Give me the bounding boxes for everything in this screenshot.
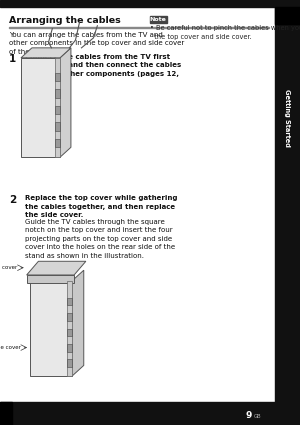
Bar (67, 313, 72, 321)
Text: 9: 9 (246, 411, 252, 420)
Bar (55, 106, 60, 114)
Bar (67, 281, 72, 376)
Bar (67, 329, 72, 336)
Polygon shape (60, 48, 71, 157)
Polygon shape (27, 261, 86, 275)
Bar (0, 402, 12, 425)
Bar (274, 7, 300, 24)
Bar (55, 139, 60, 147)
Text: Note: Note (150, 17, 166, 22)
Bar (0, 0, 300, 7)
Bar (55, 73, 60, 81)
Polygon shape (21, 48, 71, 58)
Text: 1: 1 (9, 54, 16, 64)
Text: Connect the cables from the TV first
(page 10), and then connect the cables
from: Connect the cables from the TV first (pa… (26, 54, 182, 85)
Bar (67, 298, 72, 305)
Text: Side cover: Side cover (0, 345, 21, 350)
Bar (55, 89, 60, 98)
Polygon shape (72, 270, 84, 376)
Bar (21, 58, 60, 157)
Text: Replace the top cover while gathering
the cables together, and then replace
the : Replace the top cover while gathering th… (26, 196, 178, 218)
Text: Getting Started: Getting Started (284, 89, 290, 147)
Text: Arranging the cables: Arranging the cables (9, 16, 121, 25)
Text: GB: GB (254, 414, 261, 419)
Bar (67, 360, 72, 367)
Bar (0, 402, 300, 425)
Bar (55, 122, 60, 131)
Bar (150, 16, 166, 23)
Bar (67, 344, 72, 352)
Text: Top cover: Top cover (0, 265, 17, 270)
Bar (27, 275, 74, 283)
Text: 2: 2 (9, 196, 16, 206)
Bar (274, 0, 300, 402)
Bar (30, 281, 72, 376)
Bar (55, 58, 60, 157)
Bar (9, 27, 268, 28)
Text: • Be careful not to pinch the cables when you replace
  the top cover and side c: • Be careful not to pinch the cables whe… (150, 25, 300, 40)
Text: Guide the TV cables through the square
notch on the top cover and insert the fou: Guide the TV cables through the square n… (26, 219, 175, 259)
Text: You can arrange the cables from the TV and
other components in the top cover and: You can arrange the cables from the TV a… (9, 32, 184, 55)
